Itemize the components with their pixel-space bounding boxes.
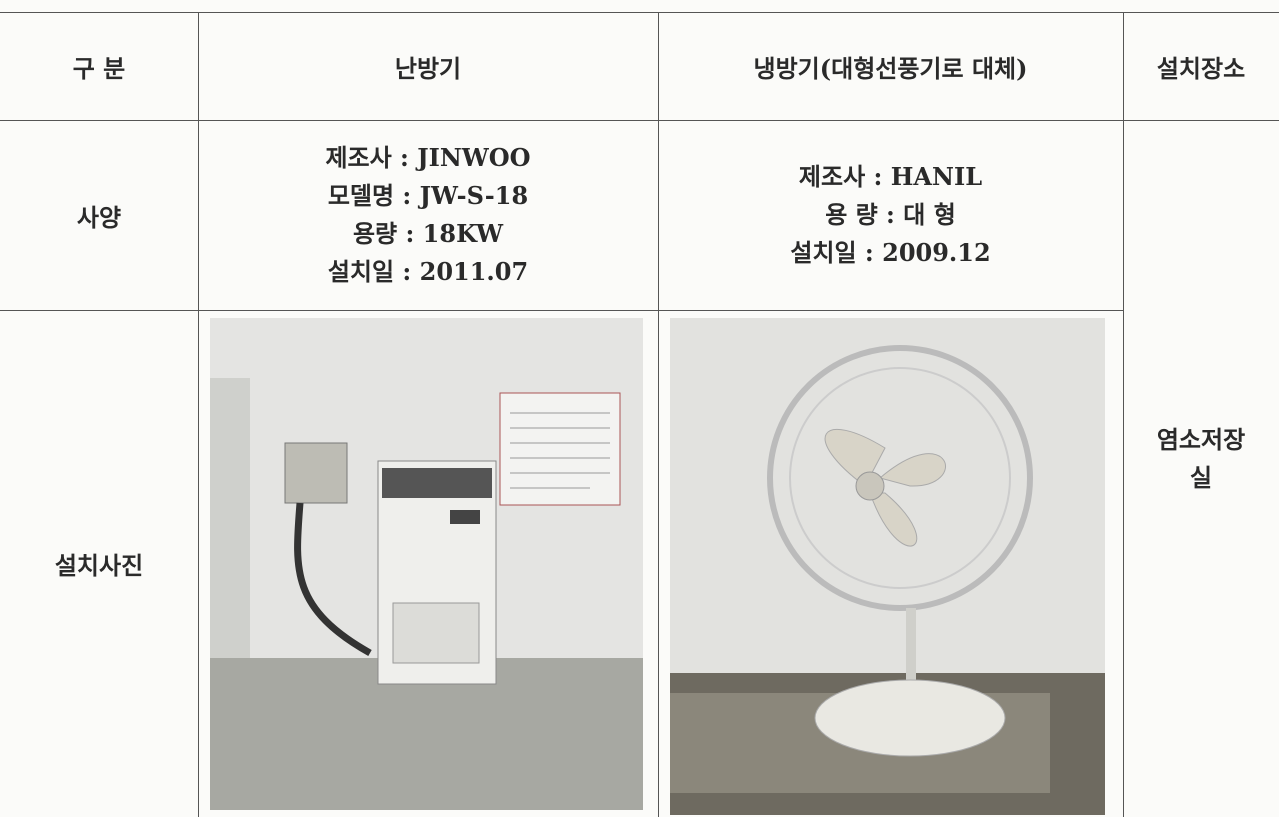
header-cell: 냉방기(대형선풍기로 대체) [753, 53, 1028, 83]
column-divider [1123, 12, 1124, 817]
row-divider [1123, 120, 1279, 121]
row-label: 사양 [76, 202, 122, 232]
heater-photo [210, 318, 643, 810]
text-line: 제조사 : JINWOO [325, 143, 531, 172]
row-divider [0, 120, 1123, 121]
column-divider [198, 12, 199, 817]
column-divider [658, 12, 659, 817]
row-divider [0, 310, 1123, 311]
row-label: 설치사진 [54, 551, 144, 580]
spec-cell: 제조사 : JINWOO 모델명 : JW-S-18 용량 : 18KW 설치일 : … [198, 120, 658, 310]
text-line: 용 량 : 대 형 [825, 200, 956, 229]
text-line: 제조사 : HANIL [798, 162, 983, 191]
text-line: 염소저장 [1156, 424, 1246, 454]
text-line: 설치일 : 2011.07 [327, 257, 529, 286]
table-border [0, 12, 1279, 13]
text-line: 용량 : 18KW [352, 219, 504, 248]
text-line: 모델명 : JW-S-18 [327, 181, 529, 210]
header-cell: 설치장소 [1156, 53, 1246, 83]
text-line: 설치일 : 2009.12 [790, 238, 991, 267]
header-cell: 구 분 [72, 53, 126, 83]
text-line: 실 [1189, 462, 1213, 492]
fan-photo [670, 318, 1105, 815]
header-cell: 난방기 [394, 53, 462, 83]
